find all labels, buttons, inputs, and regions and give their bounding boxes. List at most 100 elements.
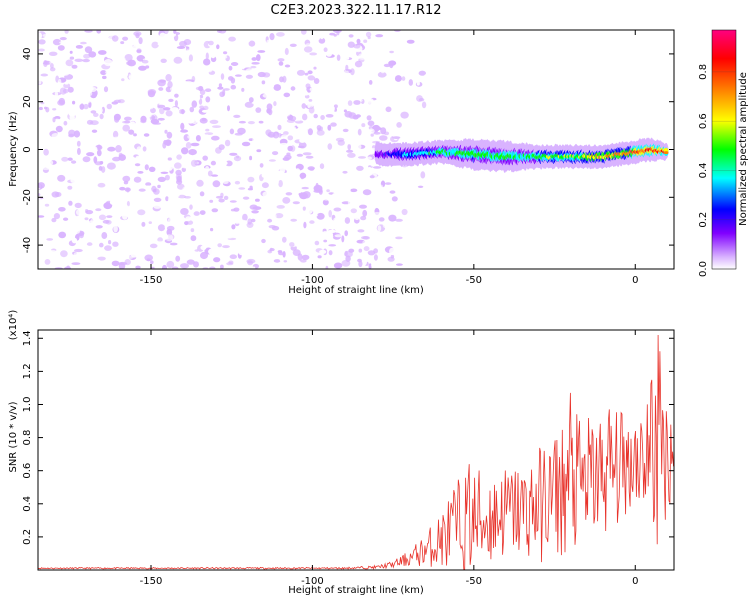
noise-speckle	[400, 191, 409, 196]
noise-speckle	[400, 82, 409, 90]
noise-speckle	[76, 140, 81, 147]
noise-speckle	[357, 184, 364, 188]
noise-speckle	[297, 35, 303, 39]
noise-speckle	[279, 255, 283, 262]
colorbar-ticks: 0.0 0.2 0.4 0.6 0.8	[698, 64, 736, 277]
colorbar-tick-label: 0.8	[698, 64, 709, 80]
y-tick-label: 0	[22, 146, 33, 152]
noise-speckle	[116, 89, 122, 95]
noise-speckle	[103, 86, 109, 93]
noise-speckle	[157, 79, 166, 87]
noise-speckle	[203, 144, 207, 149]
noise-speckle	[175, 169, 182, 176]
noise-speckle	[353, 43, 361, 49]
noise-speckle	[254, 249, 264, 252]
noise-speckle	[82, 58, 90, 63]
noise-speckle	[356, 165, 364, 171]
noise-speckle	[277, 43, 285, 50]
noise-speckle	[193, 211, 200, 216]
noise-speckle	[223, 51, 228, 55]
noise-speckle	[387, 119, 394, 126]
noise-speckle	[388, 30, 393, 35]
noise-speckle	[301, 254, 310, 260]
noise-speckle	[171, 250, 177, 256]
colorbar-tick-label: 0.6	[698, 113, 709, 129]
noise-speckle	[44, 203, 50, 207]
noise-speckle	[222, 180, 229, 184]
noise-speckle	[367, 120, 375, 127]
noise-speckle	[290, 218, 298, 222]
noise-speckle	[267, 55, 274, 63]
noise-speckle	[354, 223, 362, 229]
noise-speckle	[155, 155, 159, 159]
noise-speckle	[106, 162, 116, 170]
noise-speckle	[103, 202, 113, 210]
noise-speckle	[57, 45, 65, 51]
noise-speckle	[317, 128, 321, 132]
noise-speckle	[289, 242, 295, 247]
noise-speckle	[228, 260, 234, 265]
noise-speckle	[307, 128, 313, 136]
noise-speckle	[310, 91, 319, 97]
noise-speckle	[144, 245, 149, 249]
noise-speckle	[228, 36, 236, 42]
noise-speckle	[178, 141, 187, 144]
noise-speckle	[83, 103, 89, 110]
x-tick-label: -50	[466, 576, 482, 587]
noise-speckle	[313, 189, 323, 193]
noise-speckle	[164, 129, 168, 134]
noise-speckle	[75, 99, 83, 105]
noise-speckle	[422, 49, 431, 53]
noise-speckle	[147, 78, 151, 83]
noise-speckle	[183, 39, 192, 46]
noise-speckle	[52, 108, 57, 111]
noise-speckle	[342, 83, 348, 90]
noise-speckle	[368, 128, 375, 134]
noise-speckle	[235, 67, 242, 73]
noise-speckle	[220, 264, 224, 269]
snr-y-ticks: 0.2 0.4 0.6 0.8 1.0 1.2 1.4	[22, 330, 674, 545]
noise-speckle	[38, 56, 41, 64]
noise-speckle	[314, 140, 319, 147]
noise-speckle	[217, 243, 222, 248]
noise-speckle	[389, 62, 394, 69]
noise-speckle	[179, 238, 183, 244]
noise-speckle	[348, 248, 355, 253]
noise-speckle	[110, 218, 117, 222]
noise-speckle	[94, 175, 99, 179]
noise-speckle	[59, 37, 67, 41]
noise-speckle	[314, 240, 320, 246]
noise-speckle	[297, 253, 303, 261]
noise-speckle	[133, 176, 142, 183]
noise-speckle	[112, 180, 118, 185]
noise-speckle	[177, 65, 181, 70]
snr-series-line	[38, 334, 674, 570]
noise-speckle	[181, 98, 189, 102]
noise-speckle	[210, 160, 216, 166]
noise-speckle	[252, 137, 256, 145]
noise-speckle	[40, 83, 48, 88]
noise-speckle	[180, 122, 185, 130]
noise-speckle	[221, 62, 225, 66]
noise-speckle	[185, 142, 192, 149]
noise-speckle	[289, 43, 297, 47]
noise-speckle	[38, 182, 45, 189]
noise-speckle	[330, 122, 337, 127]
noise-speckle	[195, 230, 204, 235]
noise-speckle	[173, 30, 177, 34]
noise-speckle	[223, 168, 228, 173]
noise-speckle	[135, 265, 141, 269]
noise-speckle	[248, 40, 256, 47]
noise-speckle	[165, 110, 173, 117]
noise-speckle	[62, 65, 70, 69]
noise-speckle	[251, 210, 259, 214]
noise-speckle	[251, 57, 257, 61]
noise-speckle	[413, 218, 422, 221]
noise-speckle	[304, 94, 310, 99]
noise-speckle	[347, 41, 355, 48]
noise-speckle	[199, 191, 205, 197]
noise-speckle	[200, 245, 207, 251]
noise-speckle	[406, 39, 415, 44]
noise-speckle	[151, 41, 159, 49]
noise-speckle	[312, 213, 318, 217]
